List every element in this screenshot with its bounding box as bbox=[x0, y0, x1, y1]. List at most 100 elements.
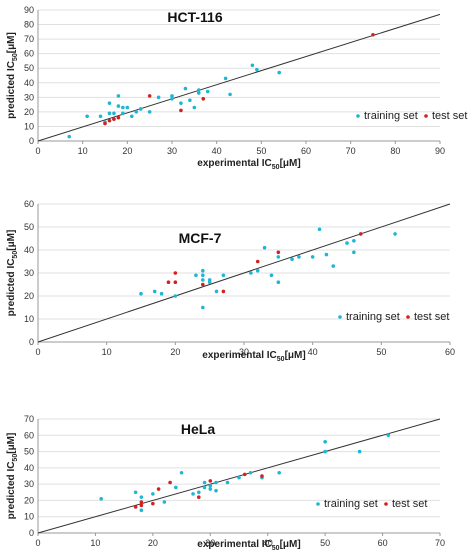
training-point bbox=[152, 289, 157, 294]
test-point bbox=[276, 250, 281, 255]
training-point bbox=[197, 91, 201, 95]
training-point bbox=[324, 252, 329, 257]
x-tick-label: 40 bbox=[263, 538, 273, 548]
training-point bbox=[228, 92, 232, 97]
x-tick-label: 50 bbox=[376, 347, 386, 357]
test-point bbox=[255, 259, 260, 264]
training-point bbox=[386, 433, 391, 438]
training-point bbox=[116, 94, 121, 98]
training-point bbox=[202, 485, 207, 490]
training-point bbox=[208, 483, 213, 488]
training-point bbox=[174, 485, 178, 490]
training-point bbox=[147, 110, 152, 114]
training-point bbox=[179, 470, 184, 475]
legend-entry: test set bbox=[432, 110, 467, 122]
y-tick-label: 20 bbox=[24, 495, 34, 505]
test-point bbox=[371, 32, 375, 37]
x-tick-label: 20 bbox=[170, 347, 180, 357]
x-tick-label: 70 bbox=[346, 146, 356, 156]
training-point bbox=[248, 470, 253, 475]
y-axis-label: predicted IC50[μM] bbox=[6, 230, 19, 317]
training-point bbox=[133, 490, 138, 495]
x-tick-label: 80 bbox=[390, 146, 400, 156]
test-point bbox=[173, 280, 178, 285]
training-point bbox=[214, 480, 218, 485]
training-point bbox=[183, 86, 188, 91]
training-point bbox=[276, 280, 281, 285]
x-axis-label-text: experimental IC bbox=[197, 539, 271, 550]
y-tick-label: 60 bbox=[24, 199, 34, 209]
y-tick-label: 30 bbox=[24, 268, 34, 278]
training-point bbox=[201, 278, 205, 282]
y-tick-label: 10 bbox=[24, 314, 34, 324]
y-tick-label: 50 bbox=[24, 447, 34, 457]
chart-title: HeLa bbox=[181, 421, 215, 437]
training-point bbox=[345, 241, 349, 245]
training-point bbox=[134, 110, 139, 114]
training-point bbox=[214, 488, 218, 493]
training-point bbox=[276, 255, 281, 259]
training-point bbox=[107, 111, 112, 116]
test-point bbox=[107, 118, 112, 123]
training-point bbox=[121, 111, 125, 116]
training-point bbox=[323, 449, 327, 454]
chart-mcf-7: 0 10 20 30 40 50 60 0 10 20 30 40 50 60 MCF-7 training … bbox=[6, 199, 455, 363]
training-point bbox=[269, 273, 274, 278]
x-tick-label: 20 bbox=[122, 146, 132, 156]
legend-entry: test set bbox=[392, 498, 427, 510]
training-point bbox=[159, 291, 164, 296]
x-tick-label: 50 bbox=[320, 538, 330, 548]
training-point bbox=[156, 95, 161, 100]
legend-marker bbox=[316, 502, 320, 506]
test-point bbox=[201, 282, 205, 287]
x-axis-label: experimental IC50[μM] bbox=[197, 158, 300, 171]
training-point bbox=[221, 273, 226, 278]
training-point bbox=[277, 70, 282, 75]
x-tick-label: 60 bbox=[445, 347, 455, 357]
y-tick-label: 40 bbox=[24, 78, 34, 88]
y-tick-label: 0 bbox=[29, 528, 34, 538]
x-axis-label-unit: [μM] bbox=[280, 539, 301, 550]
test-point bbox=[358, 232, 363, 236]
legend-marker bbox=[356, 114, 360, 118]
y-tick-label: 50 bbox=[24, 222, 34, 232]
regression-line bbox=[37, 13, 441, 142]
y-tick-label: 20 bbox=[24, 107, 34, 117]
training-point bbox=[357, 449, 362, 454]
training-point bbox=[192, 105, 197, 110]
y-tick-label: 0 bbox=[29, 337, 34, 347]
training-point bbox=[201, 273, 205, 278]
training-point bbox=[98, 114, 103, 119]
y-axis-label-sub: 50 bbox=[12, 251, 19, 259]
training-point bbox=[310, 255, 315, 259]
training-point bbox=[290, 257, 294, 262]
test-point bbox=[197, 495, 201, 499]
y-axis-label-unit: [μM] bbox=[6, 230, 17, 251]
training-point bbox=[139, 291, 143, 296]
x-tick-label: 10 bbox=[90, 538, 100, 548]
x-tick-label: 40 bbox=[212, 146, 222, 156]
training-point bbox=[151, 492, 155, 496]
training-point bbox=[197, 88, 201, 92]
training-point bbox=[125, 105, 130, 110]
y-tick-label: 30 bbox=[24, 92, 34, 102]
training-point bbox=[352, 239, 356, 243]
training-point bbox=[139, 495, 144, 499]
y-axis-label-unit: [μM] bbox=[6, 433, 17, 454]
regression-line bbox=[37, 203, 451, 343]
training-point bbox=[162, 500, 167, 504]
training-point bbox=[297, 255, 301, 259]
training-point bbox=[205, 89, 210, 94]
test-point bbox=[166, 280, 171, 285]
y-tick-label: 40 bbox=[24, 463, 34, 473]
y-axis-label-unit: [μM] bbox=[6, 32, 17, 53]
training-point bbox=[191, 492, 195, 496]
test-point bbox=[139, 500, 144, 504]
x-axis-label: experimental IC50[μM] bbox=[202, 350, 305, 363]
x-axis-label-sub: 50 bbox=[272, 164, 280, 171]
y-tick-label: 20 bbox=[24, 291, 34, 301]
y-axis-label: predicted IC50[μM] bbox=[6, 433, 19, 520]
training-point bbox=[208, 487, 213, 491]
y-tick-label: 70 bbox=[24, 34, 34, 44]
y-tick-label: 10 bbox=[24, 121, 34, 131]
